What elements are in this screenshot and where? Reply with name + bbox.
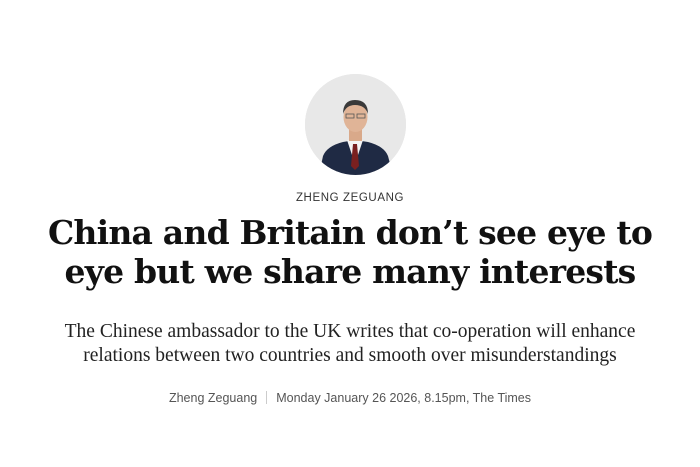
article-meta: Zheng Zeguang Monday January 26 2026, 8.1…	[0, 391, 700, 405]
meta-author[interactable]: Zheng Zeguang	[168, 391, 258, 405]
headline: China and Britain don’t see eye to eye b…	[47, 213, 653, 291]
author-portrait-icon	[305, 74, 406, 175]
author-avatar	[305, 74, 406, 175]
meta-divider	[266, 391, 268, 404]
standfirst: The Chinese ambassador to the UK writes …	[64, 321, 636, 366]
author-label[interactable]: ZHENG ZEGUANG	[295, 192, 405, 204]
meta-date: Monday January 26 2026, 8.15pm, The Time…	[276, 391, 532, 405]
